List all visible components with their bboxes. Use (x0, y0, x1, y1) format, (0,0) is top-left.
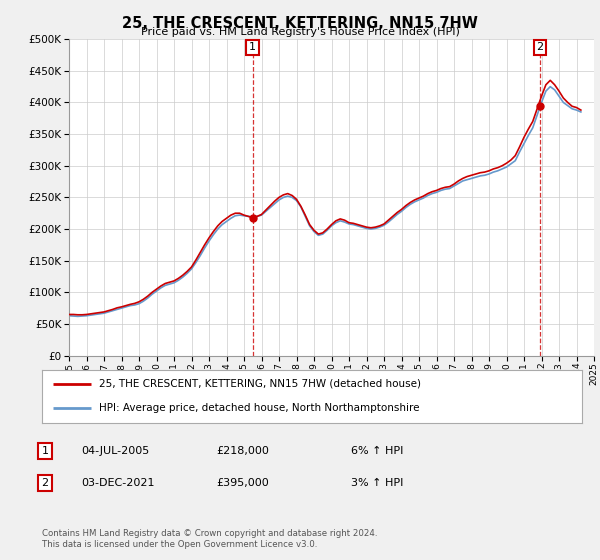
Text: Contains HM Land Registry data © Crown copyright and database right 2024.
This d: Contains HM Land Registry data © Crown c… (42, 529, 377, 549)
Text: 25, THE CRESCENT, KETTERING, NN15 7HW (detached house): 25, THE CRESCENT, KETTERING, NN15 7HW (d… (98, 379, 421, 389)
Text: 25, THE CRESCENT, KETTERING, NN15 7HW: 25, THE CRESCENT, KETTERING, NN15 7HW (122, 16, 478, 31)
Text: 04-JUL-2005: 04-JUL-2005 (81, 446, 149, 456)
Text: 1: 1 (41, 446, 49, 456)
Text: 3% ↑ HPI: 3% ↑ HPI (351, 478, 403, 488)
Text: 03-DEC-2021: 03-DEC-2021 (81, 478, 155, 488)
Text: 2: 2 (41, 478, 49, 488)
Text: HPI: Average price, detached house, North Northamptonshire: HPI: Average price, detached house, Nort… (98, 403, 419, 413)
Text: 6% ↑ HPI: 6% ↑ HPI (351, 446, 403, 456)
Text: 1: 1 (249, 43, 256, 53)
Text: 2: 2 (536, 43, 544, 53)
Text: Price paid vs. HM Land Registry's House Price Index (HPI): Price paid vs. HM Land Registry's House … (140, 27, 460, 37)
Text: £395,000: £395,000 (216, 478, 269, 488)
Text: £218,000: £218,000 (216, 446, 269, 456)
